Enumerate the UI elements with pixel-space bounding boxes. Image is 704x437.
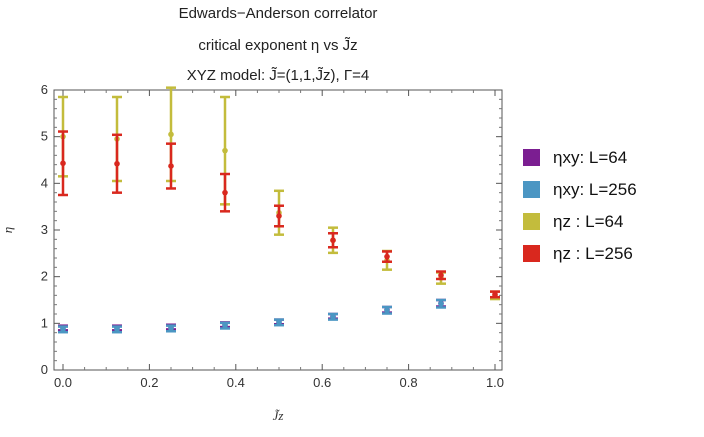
data-point — [438, 272, 444, 279]
data-point — [330, 237, 336, 244]
legend-swatch — [523, 181, 540, 198]
data-point — [168, 131, 174, 138]
plot-axes: 0 1 2 3 4 5 6 0.0 0.2 0.4 0.6 0.8 1.0 — [41, 82, 504, 390]
title-line-2: critical exponent η vs J̃z — [198, 37, 357, 54]
data-point — [60, 160, 66, 167]
x-tick-label: 0.4 — [227, 375, 245, 390]
legend-label: ηz : L=256 — [553, 244, 633, 263]
y-axis-label: η — [0, 227, 15, 233]
data-point — [222, 147, 228, 154]
x-tick-label: 0.6 — [313, 375, 331, 390]
series-3 — [58, 130, 500, 299]
y-tick-label: 0 — [41, 362, 48, 377]
data-point — [438, 300, 444, 307]
data-point — [384, 253, 390, 260]
data-point — [168, 163, 174, 169]
plot-marks — [58, 86, 500, 334]
data-point — [114, 326, 120, 333]
legend-swatch — [523, 245, 540, 262]
legend-swatch — [523, 149, 540, 166]
legend-label: ηxy: L=64 — [553, 148, 627, 167]
legend-swatch — [523, 213, 540, 230]
data-point — [60, 326, 66, 333]
data-point — [330, 314, 336, 320]
title-line-3: XYZ model: J̃=(1,1,J̃z), Γ=4 — [187, 67, 370, 84]
y-tick-label: 6 — [41, 82, 48, 97]
x-axis-label: J̃z — [273, 408, 284, 423]
y-tick-label: 2 — [41, 269, 48, 284]
data-point — [114, 160, 120, 167]
title-line-1: Edwards−Anderson correlator — [179, 5, 378, 22]
y-tick-label: 1 — [41, 315, 48, 330]
y-tick-label: 3 — [41, 222, 48, 237]
x-tick-label: 0.0 — [54, 375, 72, 390]
series-2 — [58, 86, 500, 301]
y-tick-label: 5 — [41, 129, 48, 144]
data-point — [276, 213, 282, 219]
data-point — [168, 325, 174, 332]
chart-title: Edwards−Anderson correlator critical exp… — [179, 5, 378, 84]
x-tick-label: 1.0 — [486, 375, 504, 390]
data-point — [492, 291, 498, 298]
x-tick-label: 0.8 — [400, 375, 418, 390]
legend: ηxy: L=64 ηxy: L=256 ηz : L=64 ηz : L=256 — [523, 148, 637, 263]
y-tick-label: 4 — [41, 175, 48, 190]
data-point — [222, 189, 228, 196]
legend-label: ηz : L=64 — [553, 212, 623, 231]
series-1 — [58, 298, 446, 334]
data-point — [276, 319, 282, 326]
legend-label: ηxy: L=256 — [553, 180, 637, 199]
data-point — [222, 322, 228, 329]
data-point — [384, 307, 390, 314]
x-tick-label: 0.2 — [140, 375, 158, 390]
